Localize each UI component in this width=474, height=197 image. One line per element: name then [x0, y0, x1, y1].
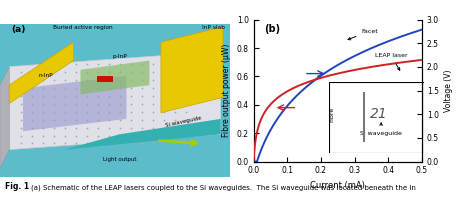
Text: Si waveguide: Si waveguide — [165, 116, 202, 128]
Text: 21: 21 — [370, 107, 388, 121]
Text: (a) Schematic of the LEAP lasers coupled to the Si waveguides.  The Si waveguide: (a) Schematic of the LEAP lasers coupled… — [31, 185, 416, 191]
Text: (b): (b) — [264, 24, 280, 34]
Text: Light output: Light output — [103, 157, 137, 162]
Polygon shape — [23, 76, 127, 131]
Polygon shape — [9, 42, 73, 104]
Text: Si waveguide: Si waveguide — [360, 123, 401, 136]
Polygon shape — [9, 51, 221, 150]
Text: Facet: Facet — [348, 29, 378, 40]
Polygon shape — [346, 114, 354, 117]
Text: (a): (a) — [11, 25, 26, 34]
Polygon shape — [161, 27, 223, 113]
Polygon shape — [389, 111, 412, 121]
Text: n-InP: n-InP — [38, 73, 54, 78]
Text: LEAP laser: LEAP laser — [375, 53, 407, 70]
Polygon shape — [336, 110, 365, 122]
Polygon shape — [398, 115, 403, 117]
Text: p-InP: p-InP — [112, 54, 127, 59]
Text: Buried active region: Buried active region — [53, 25, 112, 30]
Polygon shape — [395, 113, 406, 118]
Polygon shape — [0, 67, 9, 168]
Polygon shape — [343, 113, 358, 119]
Y-axis label: Voltage (V): Voltage (V) — [445, 69, 454, 112]
Text: InP slab: InP slab — [202, 25, 225, 30]
Text: Fig. 1: Fig. 1 — [5, 182, 29, 191]
X-axis label: Current (mA): Current (mA) — [310, 181, 365, 190]
Polygon shape — [64, 119, 221, 150]
Bar — [97, 76, 113, 82]
Polygon shape — [81, 60, 149, 94]
Y-axis label: Fibre output power (μW): Fibre output power (μW) — [222, 44, 231, 137]
Text: Fibre: Fibre — [329, 107, 334, 122]
Bar — [363, 92, 365, 142]
